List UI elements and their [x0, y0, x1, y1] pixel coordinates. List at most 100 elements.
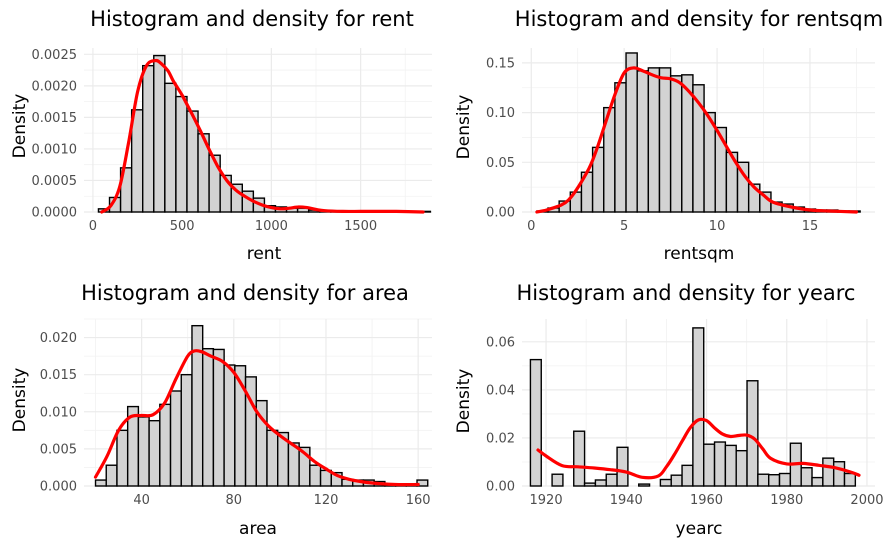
x-tick-label: 80 — [226, 493, 243, 508]
histogram-bar — [713, 441, 727, 487]
panel-area: Histogram and density for area Density a… — [10, 281, 432, 539]
histogram-bar — [670, 474, 683, 487]
histogram-bar — [658, 67, 672, 213]
histogram-bar — [551, 473, 564, 487]
histogram-bar — [746, 380, 759, 487]
y-tick-label: 0.015 — [40, 368, 77, 383]
panel-title: Histogram and density for yearc — [517, 281, 856, 305]
x-tick-label: 120 — [314, 493, 339, 508]
axis-ticks: 0.00 0.05 0.10 0.15 0 5 10 15 — [486, 56, 818, 234]
bars — [97, 54, 432, 213]
panel-title: Histogram and density for rentsqm — [515, 7, 883, 31]
panel-title: Histogram and density for rent — [90, 7, 414, 31]
histogram-bar — [714, 126, 728, 213]
histogram-bar — [164, 82, 177, 213]
histogram-bar — [636, 70, 650, 213]
y-tick-label: 0.15 — [486, 56, 515, 71]
y-tick-label: 0.005 — [40, 442, 77, 457]
panel-title: Histogram and density for area — [81, 281, 409, 305]
histogram-bar — [175, 95, 188, 213]
histogram-bar — [811, 476, 824, 487]
histogram-bar — [703, 443, 716, 487]
histogram-bar — [669, 75, 683, 213]
histogram-bar — [832, 461, 846, 487]
x-tick-label: 0 — [527, 219, 535, 234]
histogram-bar — [735, 449, 748, 487]
density-curve — [93, 349, 420, 487]
y-axis-label: Density — [10, 94, 30, 159]
x-axis-label: rent — [247, 244, 282, 264]
density-curve — [536, 417, 861, 480]
x-tick-label: 1980 — [770, 493, 803, 508]
histogram-bar — [594, 479, 607, 487]
histogram-bar — [757, 473, 770, 487]
histogram-bar — [843, 472, 857, 487]
x-axis-label: yearc — [676, 519, 723, 539]
histogram-bar — [625, 52, 638, 213]
histogram-bar — [116, 429, 129, 487]
histogram-bar — [153, 54, 166, 213]
axis-ticks: 0.0000 0.0005 0.0010 0.0015 0.0020 0.0025 0 500… — [32, 48, 378, 234]
histogram-bar — [201, 347, 215, 487]
y-axis-label: Density — [454, 369, 474, 434]
histogram-bar — [605, 473, 618, 487]
x-tick-label: 2000 — [850, 493, 883, 508]
histogram-bar — [309, 464, 322, 487]
axis-ticks: 0.000 0.005 0.010 0.015 0.020 40 80 120 160 — [40, 331, 431, 508]
histogram-bar — [223, 364, 236, 487]
histogram-bar — [94, 479, 107, 487]
x-tick-label: 10 — [709, 219, 726, 234]
panel-rent: Histogram and density for rent Density r… — [10, 7, 432, 264]
y-tick-label: 0.04 — [486, 383, 515, 398]
histogram-bar — [681, 464, 694, 487]
histogram-bar — [266, 429, 279, 487]
y-axis-label: Density — [454, 95, 474, 160]
y-tick-label: 0.02 — [486, 431, 515, 446]
histogram-bar — [180, 373, 193, 487]
y-tick-label: 0.000 — [40, 480, 77, 495]
x-tick-label: 160 — [406, 493, 431, 508]
y-tick-label: 0.0025 — [32, 48, 78, 63]
density-curve — [100, 58, 425, 214]
bars — [536, 52, 861, 213]
y-axis-label: Density — [10, 368, 30, 433]
y-tick-label: 0.0005 — [32, 174, 78, 189]
histogram-bar — [638, 483, 651, 487]
histogram-bar — [647, 67, 661, 213]
x-tick-label: 1940 — [610, 493, 643, 508]
x-axis-label: rentsqm — [664, 244, 735, 264]
x-tick-label: 1500 — [344, 219, 377, 234]
histogram-bar — [105, 464, 118, 487]
histogram-bar — [142, 64, 155, 213]
x-tick-label: 5 — [620, 219, 628, 234]
histogram-bar — [614, 82, 627, 213]
axis-ticks: 0.00 0.02 0.04 0.06 1920 1940 1960 1980 2000 — [486, 335, 883, 508]
histogram-bar — [800, 467, 813, 487]
y-tick-label: 0.00 — [486, 206, 515, 221]
x-tick-label: 1920 — [530, 493, 563, 508]
histogram-bar — [169, 390, 182, 487]
histogram-bar — [529, 358, 542, 487]
y-tick-label: 0.05 — [486, 156, 515, 171]
x-axis-label: area — [239, 519, 277, 539]
histogram-bar — [148, 419, 161, 487]
histogram-bar — [692, 327, 705, 487]
panel-rentsqm: Histogram and density for rentsqm Densit… — [454, 7, 883, 264]
histogram-bar — [137, 416, 150, 487]
histogram-bar — [573, 430, 586, 487]
x-tick-label: 0 — [89, 219, 97, 234]
bars — [94, 324, 429, 487]
y-tick-label: 0.10 — [486, 106, 515, 121]
y-tick-label: 0.06 — [486, 335, 515, 350]
y-tick-label: 0.00 — [486, 480, 515, 495]
histogram-bar — [212, 348, 225, 487]
histogram-bar — [778, 472, 792, 487]
x-tick-label: 500 — [170, 219, 195, 234]
x-tick-label: 1960 — [690, 493, 723, 508]
y-tick-label: 0.0010 — [32, 142, 78, 157]
y-tick-label: 0.0015 — [32, 111, 78, 126]
y-tick-label: 0.0020 — [32, 79, 78, 94]
histogram-bar — [822, 457, 835, 487]
y-tick-label: 0.010 — [40, 405, 77, 420]
